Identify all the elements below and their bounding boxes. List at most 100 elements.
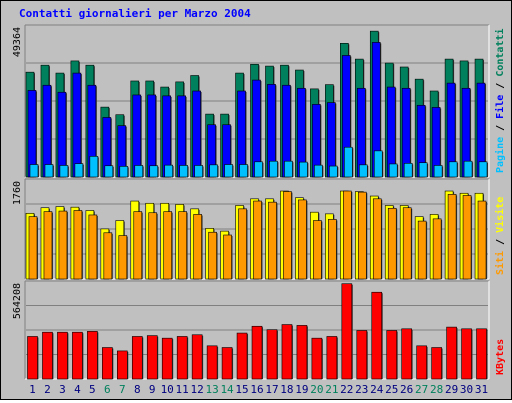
bar-kbytes-day-8 — [131, 336, 143, 380]
panel-2-max-label: 1760 — [12, 181, 23, 205]
x-tick-label: 9 — [149, 383, 156, 396]
bar-siti-day-3 — [58, 210, 68, 280]
bar-siti-day-8 — [133, 211, 143, 280]
bar-kbytes-day-15 — [236, 332, 248, 380]
bar-kbytes-day-1 — [27, 336, 38, 380]
legend-separator: / — [495, 233, 506, 251]
bar-pagine-day-7 — [119, 166, 129, 178]
bar-kbytes-day-16 — [251, 325, 263, 380]
chart-title: Contatti giornalieri per Marzo 2004 — [19, 7, 251, 20]
x-tick-label: 2 — [44, 383, 51, 396]
bar-siti-day-10 — [163, 211, 173, 280]
bar-kbytes-day-21 — [326, 336, 338, 380]
bar-pagine-day-1 — [29, 164, 39, 178]
bar-pagine-day-28 — [433, 165, 443, 178]
bar-siti-day-5 — [88, 214, 98, 280]
x-tick-label: 30 — [460, 383, 473, 396]
bar-pagine-day-19 — [299, 161, 308, 178]
x-tick-label: 19 — [295, 383, 308, 396]
bar-file-day-23 — [356, 87, 366, 178]
bar-pagine-day-8 — [134, 165, 144, 178]
bar-file-day-1 — [27, 90, 37, 178]
bar-pagine-day-5 — [89, 156, 99, 178]
bar-kbytes-day-12 — [191, 334, 203, 380]
bar-pagine-day-22 — [344, 146, 353, 178]
bar-kbytes-day-18 — [281, 324, 293, 380]
bar-file-day-25 — [386, 86, 396, 178]
bar-file-day-9 — [147, 94, 157, 178]
bar-pagine-day-13 — [209, 164, 218, 178]
x-tick-label: 4 — [74, 383, 81, 396]
bar-pagine-day-25 — [388, 163, 398, 178]
x-tick-label: 26 — [400, 383, 413, 396]
bar-siti-day-21 — [328, 219, 337, 280]
legend-entry-contatti: Contatti — [494, 28, 506, 76]
bar-siti-day-1 — [28, 216, 38, 280]
x-tick-label: 25 — [385, 383, 398, 396]
bar-siti-day-20 — [313, 220, 322, 280]
bar-pagine-day-24 — [373, 150, 383, 178]
bar-siti-day-14 — [223, 234, 232, 280]
bar-kbytes-day-4 — [72, 331, 83, 380]
bar-kbytes-day-26 — [401, 328, 412, 380]
bar-pagine-day-15 — [239, 164, 248, 178]
bar-pagine-day-14 — [224, 164, 233, 178]
bar-pagine-day-20 — [314, 164, 323, 178]
panel-2-legend: Siti / Visite — [494, 197, 506, 275]
bar-kbytes-day-28 — [431, 347, 442, 380]
bar-siti-day-28 — [432, 218, 442, 280]
bar-kbytes-day-11 — [176, 336, 188, 380]
x-tick-label: 29 — [445, 383, 458, 396]
x-tick-label: 15 — [235, 383, 248, 396]
bar-kbytes-day-9 — [146, 335, 158, 380]
x-tick-label: 5 — [89, 383, 96, 396]
bar-kbytes-day-23 — [356, 330, 368, 380]
bar-kbytes-day-31 — [476, 328, 487, 380]
bar-siti-day-19 — [298, 199, 307, 280]
bar-siti-day-29 — [447, 194, 457, 280]
bar-pagine-day-31 — [478, 161, 488, 178]
bar-pagine-day-16 — [254, 161, 263, 178]
legend-entry-pagine: Pagine — [494, 137, 506, 173]
x-tick-label: 14 — [220, 383, 234, 396]
legend-entry-visite: Visite — [494, 197, 506, 233]
bar-file-day-11 — [177, 95, 186, 178]
bar-kbytes-day-6 — [102, 347, 113, 380]
panel-3-max-label: 564208 — [12, 283, 23, 319]
x-tick-label: 17 — [265, 383, 278, 396]
bar-siti-day-30 — [462, 195, 472, 280]
x-tick-label: 16 — [250, 383, 263, 396]
bar-kbytes-day-5 — [87, 331, 98, 380]
bar-pagine-day-18 — [284, 160, 293, 178]
bar-file-day-10 — [162, 95, 172, 178]
x-tick-label: 20 — [310, 383, 323, 396]
bar-file-day-15 — [237, 90, 246, 178]
bar-siti-day-7 — [118, 235, 128, 280]
bar-siti-day-2 — [43, 211, 53, 280]
bar-siti-day-27 — [417, 220, 427, 280]
x-tick-label: 11 — [176, 383, 189, 396]
bar-siti-day-11 — [178, 211, 187, 280]
bar-pagine-day-11 — [179, 165, 188, 178]
bar-siti-day-24 — [372, 198, 382, 280]
bar-pagine-day-9 — [149, 165, 159, 178]
bar-siti-day-26 — [402, 207, 412, 280]
bar-pagine-day-12 — [194, 165, 203, 178]
bar-siti-day-17 — [268, 201, 277, 280]
bar-siti-day-16 — [253, 200, 262, 280]
bar-pagine-day-30 — [463, 160, 473, 178]
x-tick-label: 10 — [161, 383, 174, 396]
bar-kbytes-day-19 — [296, 325, 308, 380]
bar-kbytes-day-17 — [266, 329, 278, 380]
x-tick-label: 27 — [415, 383, 428, 396]
x-tick-label: 8 — [134, 383, 141, 396]
panel-3-legend: KBytes — [495, 339, 506, 375]
bar-kbytes-day-14 — [221, 347, 233, 380]
legend-entry-file: File — [494, 95, 506, 119]
x-tick-label: 7 — [119, 383, 126, 396]
panel-1-max-label: 49364 — [12, 27, 23, 57]
bar-pagine-day-2 — [44, 164, 54, 178]
x-tick-label: 23 — [355, 383, 368, 396]
bar-siti-day-15 — [238, 208, 247, 280]
